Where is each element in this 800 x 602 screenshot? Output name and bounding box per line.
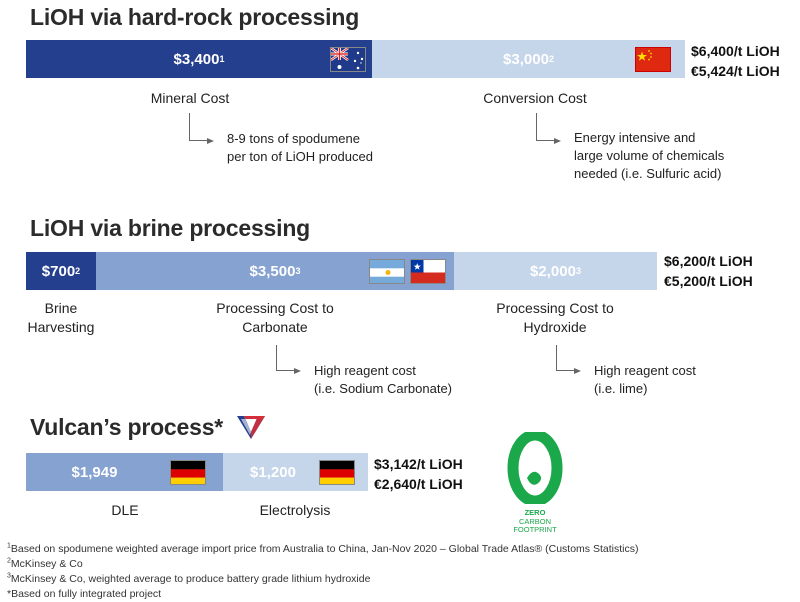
carbonate-note: High reagent cost (i.e. Sodium Carbonate… [314,362,452,398]
hydroxide-note-line1: High reagent cost [594,363,696,378]
electrolysis-label: Electrolysis [259,502,331,518]
hydroxide-cost-label: Processing Cost to Hydroxide [475,299,635,337]
vulcan-total-usd: $3,142/t LiOH [374,456,463,472]
mineral-note-line2: per ton of LiOH produced [227,149,373,164]
china-flag-icon [635,47,671,72]
argentina-flag-icon [369,259,405,284]
hydroxide-note-line2: (i.e. lime) [594,381,648,396]
carbonate-cost-label-line2: Carbonate [242,319,308,335]
conversion-note-line3: needed (i.e. Sulfuric acid) [574,166,722,181]
hydroxide-cost-label-line1: Processing Cost to [496,300,614,316]
hydroxide-note: High reagent cost (i.e. lime) [594,362,696,398]
hardrock-total-usd: $6,400/t LiOH [691,43,780,59]
footnote-3: 3McKinsey & Co, weighted average to prod… [7,572,370,587]
mineral-cost-label: Mineral Cost [150,90,230,106]
mineral-note: 8-9 tons of spodumene per ton of LiOH pr… [227,130,373,166]
badge-line2: CARBON [518,516,552,526]
hardrock-total-eur: €5,424/t LiOH [691,63,780,79]
brine-title: LiOH via brine processing [30,215,311,241]
dle-label: DLE [111,502,139,518]
australia-flag-icon [330,47,366,72]
carbonate-note-line1: High reagent cost [314,363,416,378]
mineral-note-line1: 8-9 tons of spodumene [227,131,360,146]
vulcan-title: Vulcan’s process* [30,414,224,440]
carbonate-note-line2: (i.e. Sodium Carbonate) [314,381,453,396]
electrolysis-value: $1,200 [250,463,296,481]
footnote-2-text: McKinsey & Co [10,558,83,570]
brine-total-eur: €5,200/t LiOH [664,273,753,289]
brine-harvesting-bar: $700 2 [26,252,96,290]
brine-harvesting-value: $700 [41,262,76,280]
conversion-cost-value: $3,000 [503,50,549,68]
footnote-4: *Based on fully integrated project [7,588,162,600]
footnote-2-mark: 2 [7,557,11,565]
hydroxide-cost-value: $2,000 [530,262,576,280]
brine-harvesting-label-line1: Brine [44,300,78,316]
hardrock-title: LiOH via hard-rock processing [30,4,360,30]
germany-flag-icon [319,460,355,485]
footnote-1-mark: 1 [7,542,11,550]
hydroxide-cost-bar: $2,000 3 [454,252,657,290]
vulcan-total-eur: €2,640/t LiOH [374,476,463,492]
chile-flag-icon [410,259,446,284]
conversion-cost-bar: $3,000 2 [372,40,685,78]
conversion-arrow-icon [536,113,561,144]
hydroxide-arrow-icon [556,345,581,374]
badge-line1: ZERO [524,508,546,517]
germany-flag-icon [170,460,206,485]
footnote-3-text: McKinsey & Co, weighted average to produ… [10,573,371,585]
carbonate-cost-value: $3,500 [249,262,296,280]
zero-carbon-footprint-icon: ZERO CARBON FOOTPRINT [505,429,565,534]
footnote-1-text: Based on spodumene weighted average impo… [10,543,639,555]
brine-harvesting-label: Brine Harvesting [10,299,112,337]
carbonate-cost-label-line1: Processing Cost to [216,300,334,316]
conversion-note-line1: Energy intensive and [574,130,696,145]
brine-harvesting-label-line2: Harvesting [27,319,95,335]
carbonate-cost-label: Processing Cost to Carbonate [195,299,355,337]
carbonate-arrow-icon [276,345,301,374]
hydroxide-cost-label-line2: Hydroxide [523,319,587,335]
mineral-cost-bar: $3,400 1 [26,40,372,78]
mineral-cost-value: $3,400 [173,50,220,68]
vulcan-logo-icon [235,413,267,441]
badge-line3: FOOTPRINT [513,525,557,534]
conversion-note: Energy intensive and large volume of che… [574,129,724,183]
conversion-note-line2: large volume of chemicals [574,148,725,163]
footnote-1: 1Based on spodumene weighted average imp… [7,542,638,557]
footnote-2: 2McKinsey & Co [7,557,83,572]
footnote-3-mark: 3 [7,572,11,580]
brine-total-usd: $6,200/t LiOH [664,253,753,269]
dle-value: $1,949 [71,463,118,481]
conversion-cost-label: Conversion Cost [483,90,587,106]
mineral-arrow-icon [189,113,214,144]
